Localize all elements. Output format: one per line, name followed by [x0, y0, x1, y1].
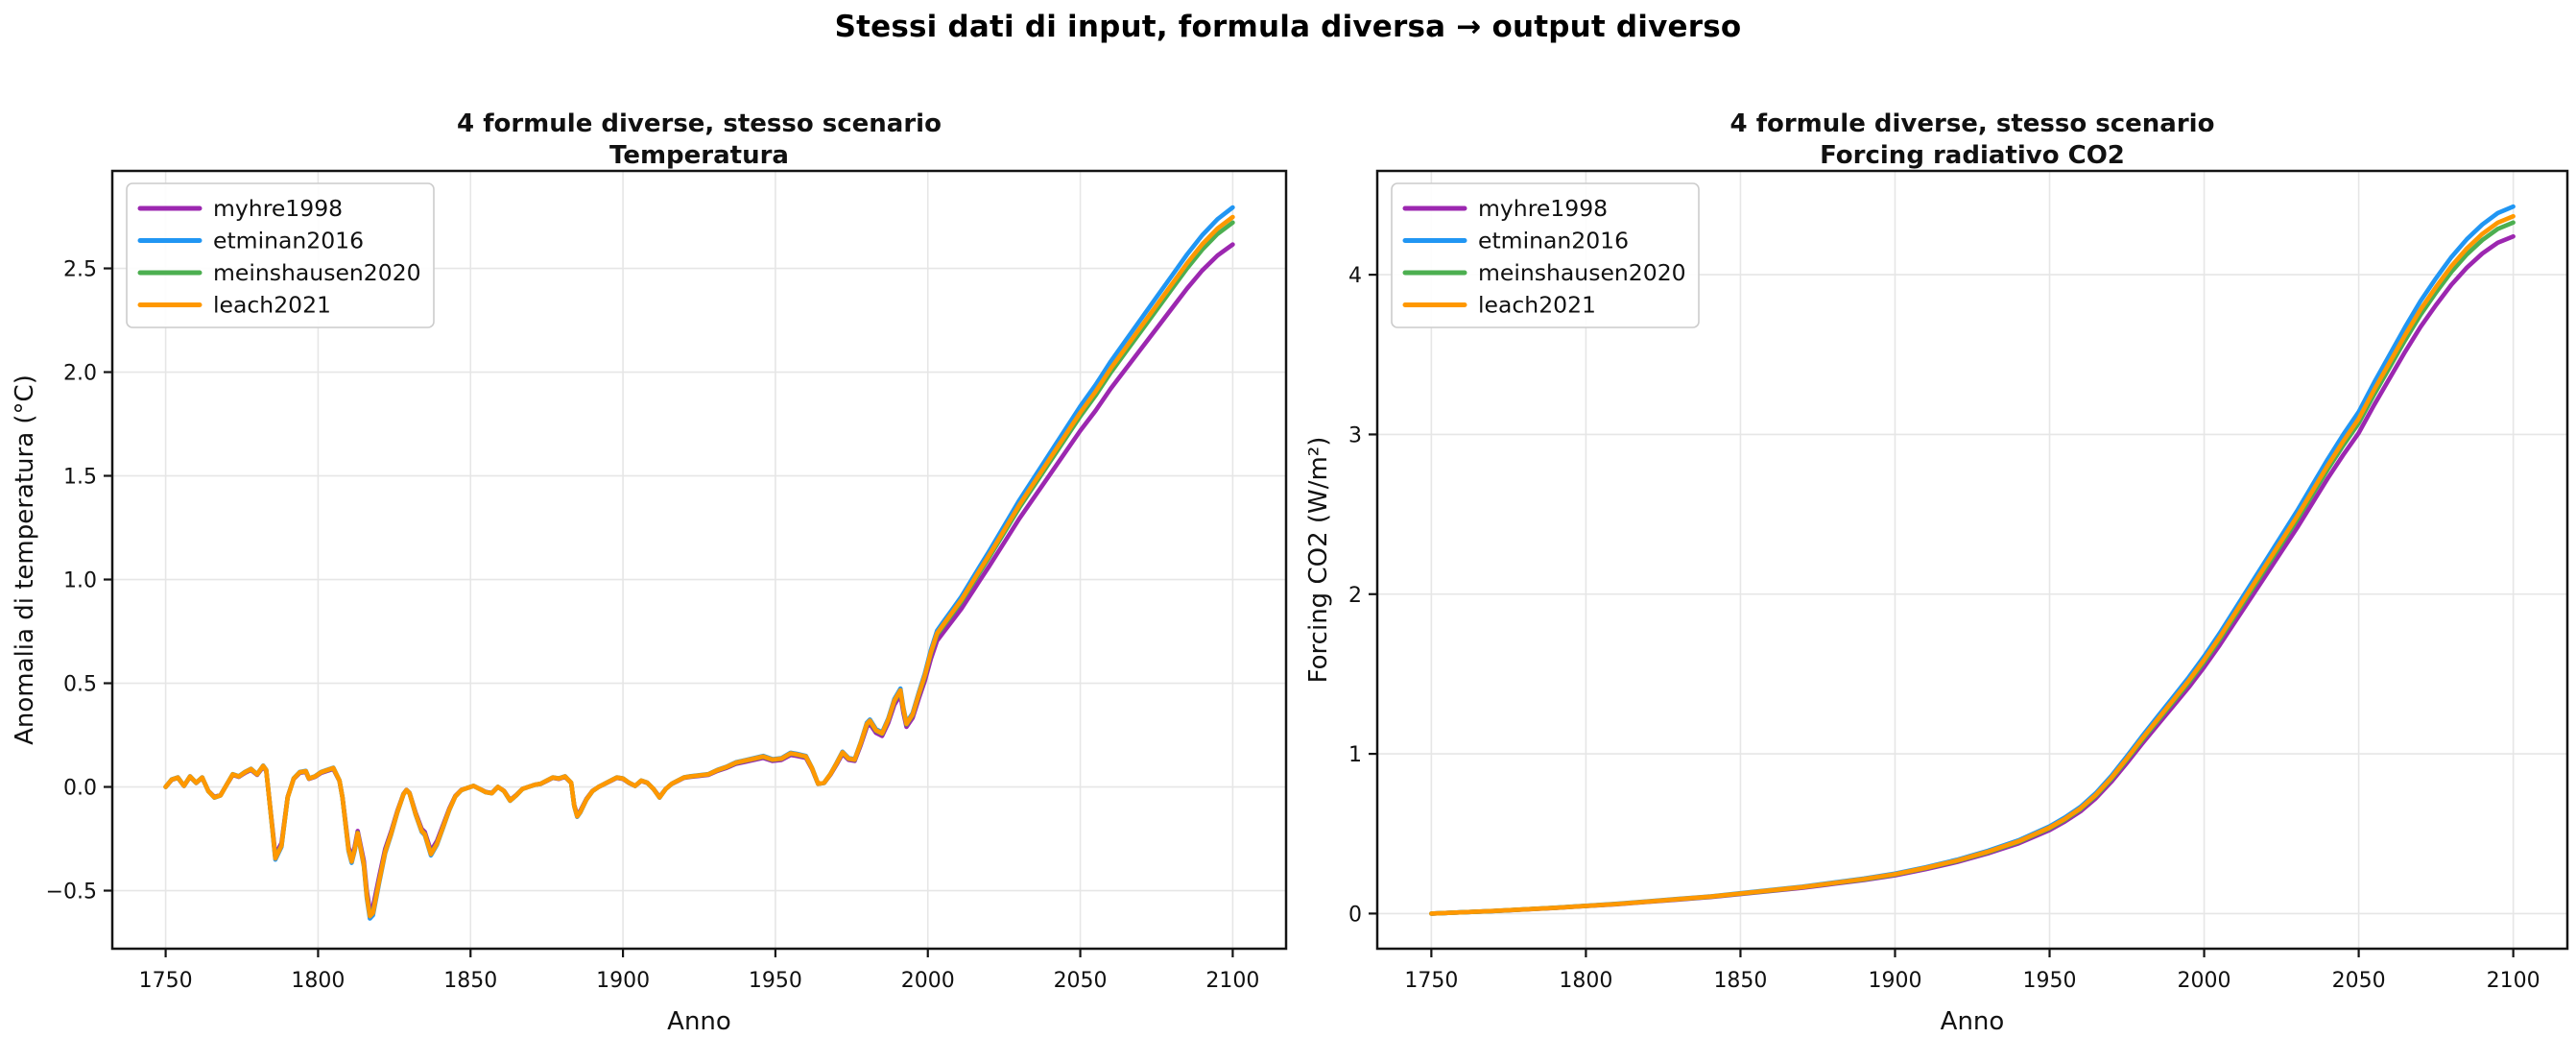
legend-label-etminan2016: etminan2016	[1478, 228, 1629, 254]
legend-label-myhre1998: myhre1998	[213, 195, 343, 222]
y-tick-label: 1	[1348, 743, 1362, 767]
forcing-chart: 4 formule diverse, stesso scenario Forcin…	[1288, 64, 2576, 1036]
x-tick-label: 1750	[1404, 969, 1458, 993]
y-tick-label: 0.0	[63, 777, 97, 801]
axes-spines	[1375, 169, 2569, 951]
legend-box	[126, 182, 435, 328]
legend-label-leach2021: leach2021	[213, 292, 331, 319]
series-line-leach2021	[163, 214, 1235, 919]
series-line-myhre1998	[1429, 233, 2516, 916]
x-tick-label: 1900	[596, 969, 650, 993]
legend: myhre1998 etminan2016 meinshausen2020 leach…	[126, 182, 435, 328]
x-tick-label: 1800	[291, 969, 345, 993]
x-tick-label: 2100	[1205, 969, 1259, 993]
y-tick-label: −0.5	[46, 881, 97, 905]
axes-spines	[110, 169, 1288, 951]
x-tick-label: 2100	[2487, 969, 2540, 993]
y-axis-label: Forcing CO2 (W/m²)	[1304, 437, 1333, 684]
y-tick-label: 4	[1348, 264, 1362, 288]
legend-box	[1391, 182, 1700, 328]
y-axis-label: Anomalia di temperatura (°C)	[11, 374, 39, 745]
y-tick-label: 3	[1348, 423, 1362, 447]
series-line-leach2021	[1429, 213, 2516, 916]
series-lines	[1429, 204, 2516, 916]
y-tick-label: 2	[1348, 584, 1362, 608]
grid-lines	[112, 171, 1286, 949]
x-tick-label: 2000	[901, 969, 955, 993]
series-line-myhre1998	[163, 242, 1235, 912]
temperature-chart: 4 formule diverse, stesso scenario Temper…	[0, 64, 1288, 1036]
x-tick-label: 1850	[1713, 969, 1767, 993]
legend-label-leach2021: leach2021	[1478, 292, 1596, 319]
plot-svg: 4 formule diverse, stesso scenario Temper…	[11, 109, 1288, 1036]
x-tick-label: 2050	[2332, 969, 2386, 993]
x-tick-label: 1900	[1868, 969, 1921, 993]
legend-label-etminan2016: etminan2016	[213, 228, 364, 254]
y-tick-label: 0.5	[63, 673, 97, 697]
chart-subtitle: Temperatura	[609, 141, 789, 170]
x-tick-label: 1800	[1559, 969, 1612, 993]
x-axis-label: Anno	[1941, 1007, 2005, 1034]
y-tick-label: 1.0	[63, 569, 97, 593]
x-tick-label: 2000	[2178, 969, 2231, 993]
y-tick-label: 1.5	[63, 466, 97, 490]
charts-row: 4 formule diverse, stesso scenario Temper…	[0, 64, 2576, 1036]
y-tick-label: 0	[1348, 903, 1362, 927]
figure-suptitle: Stessi dati di input, formula diversa → …	[834, 10, 1742, 44]
axis-ticks	[104, 267, 1234, 957]
series-lines	[163, 205, 1235, 921]
x-axis-label: Anno	[667, 1007, 731, 1034]
x-tick-label: 1850	[443, 969, 497, 993]
chart-subtitle: Forcing radiativo CO2	[1820, 141, 2125, 170]
x-tick-label: 1750	[139, 969, 193, 993]
legend-label-meinshausen2020: meinshausen2020	[213, 259, 421, 286]
legend: myhre1998 etminan2016 meinshausen2020 leach…	[1391, 182, 1700, 328]
y-tick-label: 2.5	[63, 258, 97, 282]
plot-svg: 4 formule diverse, stesso scenario Forcin…	[1304, 109, 2569, 1036]
x-tick-label: 2050	[1054, 969, 1108, 993]
chart-title: 4 formule diverse, stesso scenario	[457, 109, 942, 138]
axis-ticks	[1369, 274, 2515, 957]
legend-label-meinshausen2020: meinshausen2020	[1478, 259, 1686, 286]
grid-lines	[1377, 171, 2567, 949]
chart-title: 4 formule diverse, stesso scenario	[1730, 109, 2215, 138]
y-tick-label: 2.0	[63, 362, 97, 386]
legend-label-myhre1998: myhre1998	[1478, 195, 1608, 222]
x-tick-label: 1950	[2023, 969, 2077, 993]
x-tick-label: 1950	[749, 969, 802, 993]
